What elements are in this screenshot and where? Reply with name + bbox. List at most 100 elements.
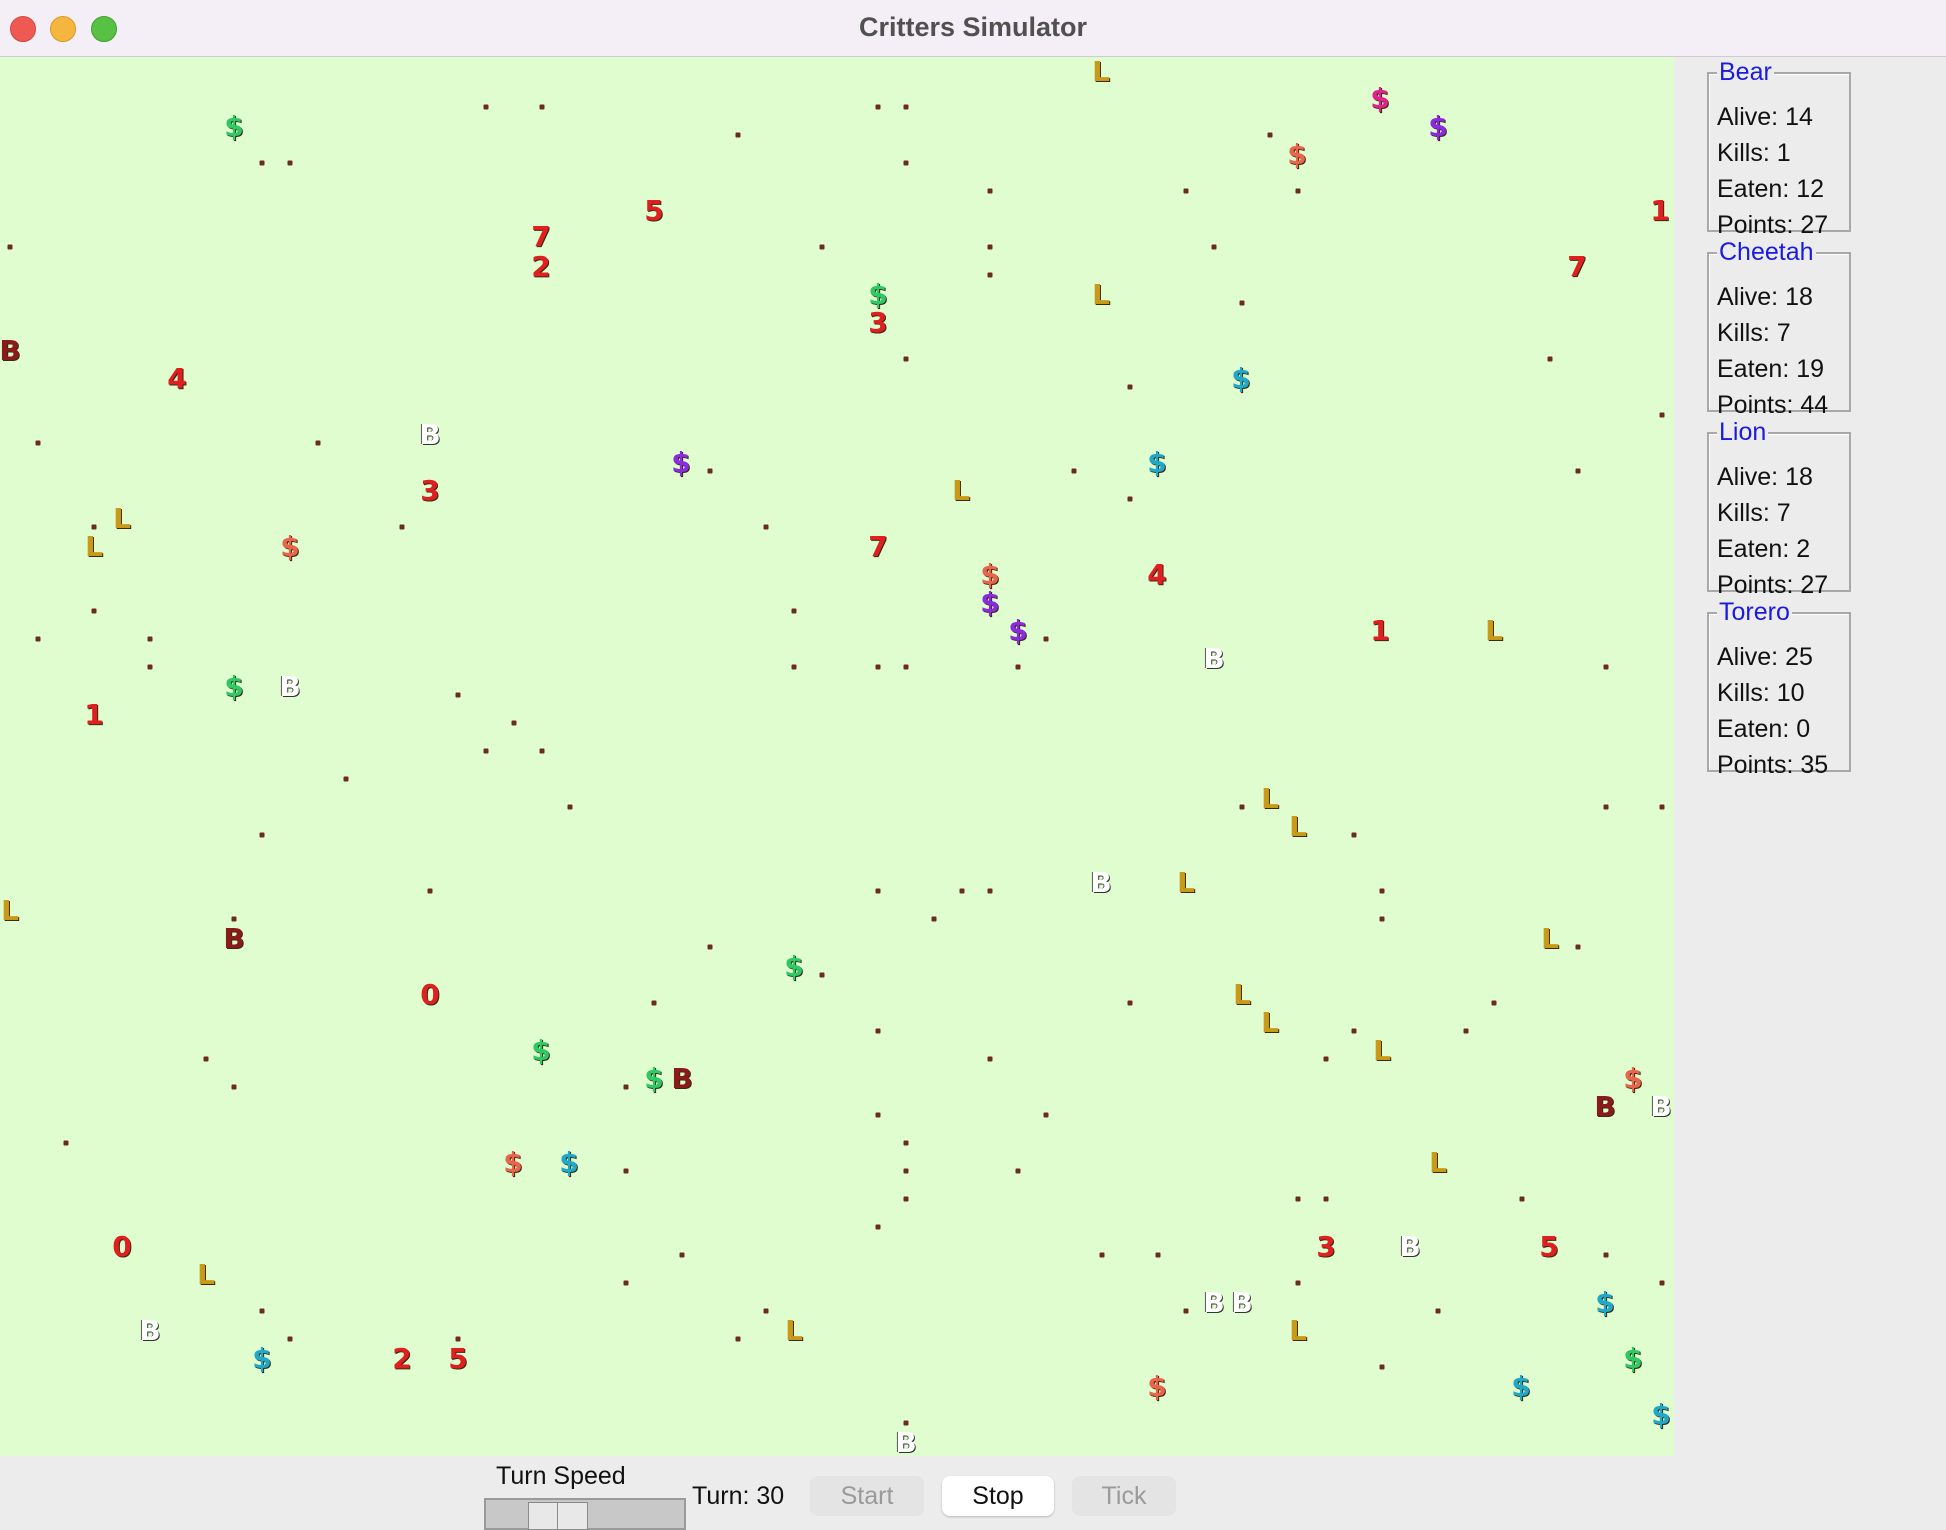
food-pellet bbox=[1547, 356, 1553, 362]
food-pellet bbox=[819, 244, 825, 250]
critter: B bbox=[895, 1426, 917, 1457]
food-pellet bbox=[35, 440, 41, 446]
cheetah-kills: Kills: 7 bbox=[1717, 319, 1791, 347]
critter: B bbox=[1231, 1286, 1253, 1319]
food-pellet bbox=[651, 1000, 657, 1006]
food-pellet bbox=[147, 636, 153, 642]
tick-button[interactable]: Tick bbox=[1072, 1476, 1176, 1516]
torero-eaten: Eaten: 0 bbox=[1717, 715, 1811, 743]
food-pellet bbox=[1267, 132, 1273, 138]
food-pellet bbox=[91, 524, 97, 530]
cheetah-eaten: Eaten: 19 bbox=[1717, 355, 1825, 383]
critter: L bbox=[1373, 1034, 1391, 1067]
food-pellet bbox=[1239, 804, 1245, 810]
food-pellet bbox=[287, 1336, 293, 1342]
critter: L bbox=[1541, 922, 1559, 955]
critter: L bbox=[1485, 614, 1503, 647]
critter: $ bbox=[224, 670, 244, 703]
food-pellet bbox=[259, 160, 265, 166]
critter: $ bbox=[1651, 1398, 1671, 1431]
critter: 5 bbox=[1539, 1230, 1559, 1263]
critter: L bbox=[85, 530, 103, 563]
food-pellet bbox=[1603, 804, 1609, 810]
critter: $ bbox=[252, 1342, 272, 1375]
food-pellet bbox=[875, 104, 881, 110]
food-pellet bbox=[903, 1196, 909, 1202]
turn-speed-slider[interactable] bbox=[484, 1498, 686, 1530]
food-pellet bbox=[875, 1224, 881, 1230]
lion-kills: Kills: 7 bbox=[1717, 499, 1791, 527]
critter: L bbox=[785, 1314, 803, 1347]
food-pellet bbox=[1351, 1028, 1357, 1034]
critter: 1 bbox=[1370, 614, 1390, 647]
food-pellet bbox=[1043, 1112, 1049, 1118]
food-pellet bbox=[315, 440, 321, 446]
food-pellet bbox=[1295, 188, 1301, 194]
food-pellet bbox=[875, 1028, 881, 1034]
food-pellet bbox=[1127, 496, 1133, 502]
food-pellet bbox=[7, 244, 13, 250]
critter: B bbox=[139, 1314, 161, 1347]
food-pellet bbox=[1575, 468, 1581, 474]
food-pellet bbox=[539, 104, 545, 110]
food-pellet bbox=[875, 888, 881, 894]
food-pellet bbox=[903, 104, 909, 110]
bear-kills: Kills: 1 bbox=[1717, 139, 1791, 167]
food-pellet bbox=[1127, 384, 1133, 390]
critter: $ bbox=[644, 1062, 664, 1095]
critter: $ bbox=[224, 110, 244, 143]
critter: L bbox=[1092, 278, 1110, 311]
zoom-window-button[interactable] bbox=[91, 16, 117, 42]
food-pellet bbox=[1071, 468, 1077, 474]
food-pellet bbox=[903, 664, 909, 670]
food-pellet bbox=[1015, 1168, 1021, 1174]
torero-alive: Alive: 25 bbox=[1717, 643, 1813, 671]
turn-speed-label: Turn Speed bbox=[496, 1462, 626, 1490]
food-pellet bbox=[987, 244, 993, 250]
critter: $ bbox=[1008, 614, 1028, 647]
critter: B bbox=[1399, 1230, 1421, 1263]
torero-kills: Kills: 10 bbox=[1717, 679, 1805, 707]
food-pellet bbox=[735, 1336, 741, 1342]
food-pellet bbox=[1435, 1308, 1441, 1314]
bear-stats-title: Bear bbox=[1717, 58, 1774, 87]
food-pellet bbox=[707, 944, 713, 950]
critter: 2 bbox=[392, 1342, 412, 1375]
food-pellet bbox=[455, 1336, 461, 1342]
food-pellet bbox=[539, 748, 545, 754]
food-pellet bbox=[987, 272, 993, 278]
critter: B bbox=[1203, 1286, 1225, 1319]
food-pellet bbox=[1043, 636, 1049, 642]
food-pellet bbox=[903, 356, 909, 362]
critter: 5 bbox=[448, 1342, 468, 1375]
bear-stats-group: Bear Alive: 14 Kills: 1 Eaten: 12 Points… bbox=[1707, 58, 1851, 239]
food-pellet bbox=[483, 104, 489, 110]
food-pellet bbox=[1183, 1308, 1189, 1314]
stop-button[interactable]: Stop bbox=[942, 1476, 1054, 1516]
bear-points: Points: 27 bbox=[1717, 211, 1829, 239]
turn-speed-slider-thumb[interactable] bbox=[528, 1502, 588, 1530]
bear-eaten: Eaten: 12 bbox=[1717, 175, 1825, 203]
close-window-button[interactable] bbox=[10, 16, 36, 42]
food-pellet bbox=[623, 1168, 629, 1174]
food-pellet bbox=[1379, 916, 1385, 922]
food-pellet bbox=[259, 832, 265, 838]
food-pellet bbox=[819, 972, 825, 978]
critter: 2 bbox=[531, 250, 551, 283]
start-button[interactable]: Start bbox=[810, 1476, 924, 1516]
critter: L bbox=[1092, 57, 1110, 88]
lion-eaten: Eaten: 2 bbox=[1717, 535, 1811, 563]
food-pellet bbox=[1211, 244, 1217, 250]
cheetah-points: Points: 44 bbox=[1717, 391, 1829, 419]
critter: $ bbox=[559, 1146, 579, 1179]
food-pellet bbox=[903, 160, 909, 166]
food-pellet bbox=[987, 1056, 993, 1062]
cheetah-stats-group: Cheetah Alive: 18 Kills: 7 Eaten: 19 Poi… bbox=[1707, 238, 1851, 419]
food-pellet bbox=[1295, 1280, 1301, 1286]
minimize-window-button[interactable] bbox=[50, 16, 76, 42]
food-pellet bbox=[203, 1056, 209, 1062]
critter: L bbox=[197, 1258, 215, 1291]
critter: $ bbox=[531, 1034, 551, 1067]
critter: L bbox=[1, 894, 19, 927]
critter: $ bbox=[1623, 1342, 1643, 1375]
